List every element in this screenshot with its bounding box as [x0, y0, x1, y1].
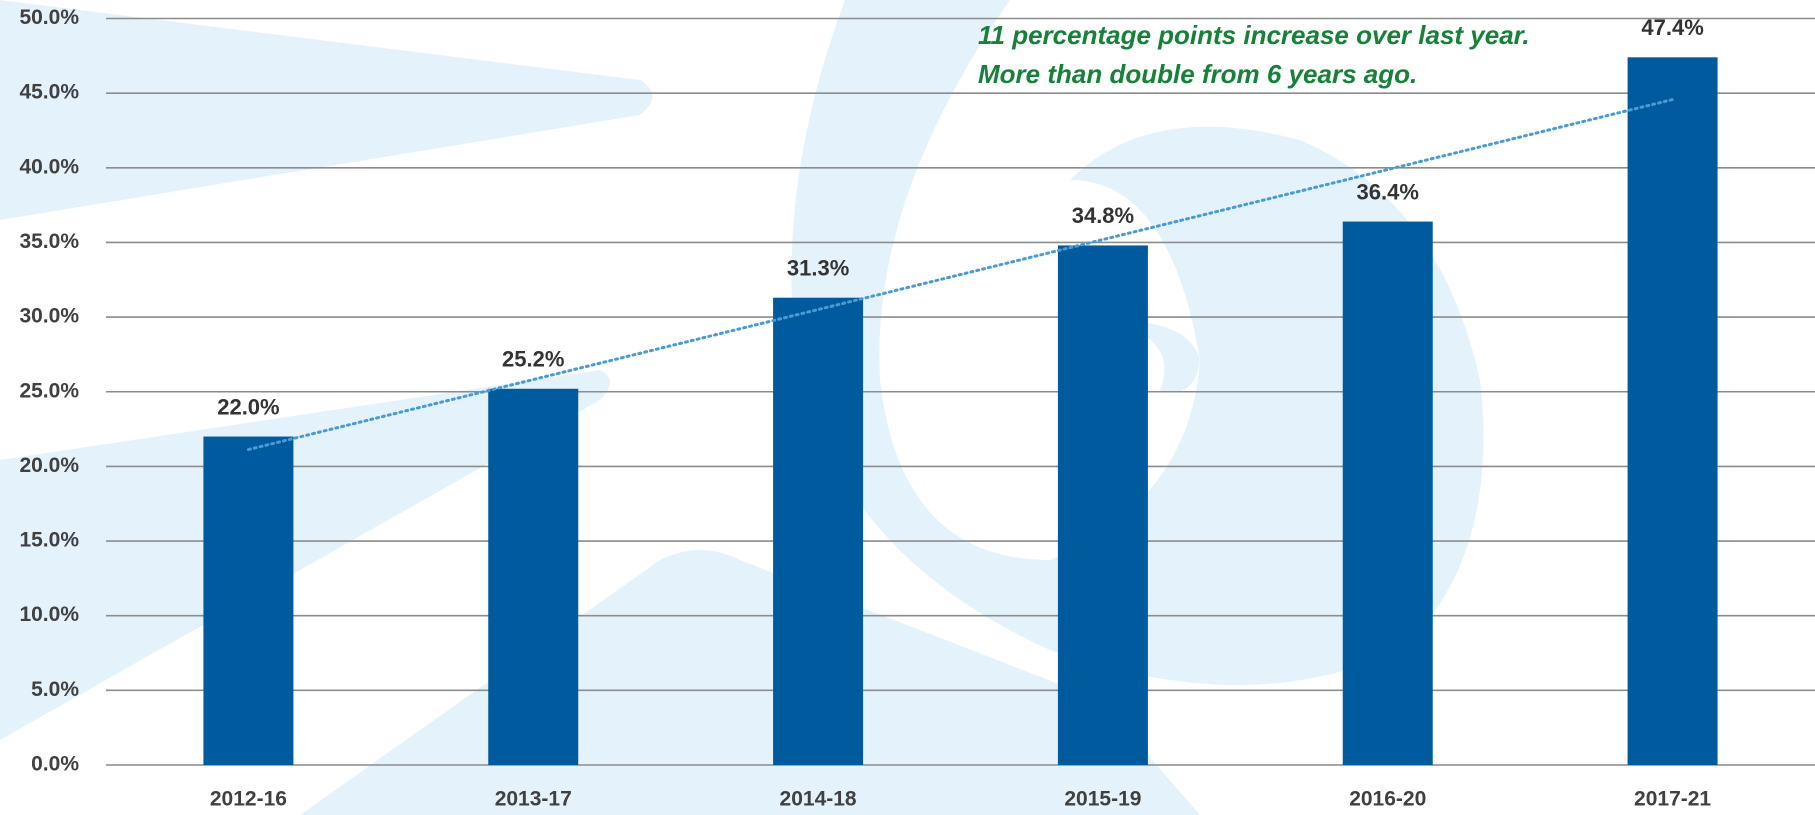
data-label: 34.8%	[1072, 203, 1134, 228]
bar	[1627, 57, 1718, 766]
data-label: 25.2%	[502, 347, 564, 372]
data-label: 36.4%	[1357, 179, 1419, 204]
bar	[1057, 245, 1148, 765]
y-tick-label: 40.0%	[19, 155, 79, 178]
x-tick-label: 2012-16	[210, 788, 287, 811]
bar	[773, 297, 864, 765]
data-label: 22.0%	[217, 394, 279, 419]
bar	[1342, 221, 1433, 766]
annotation: More than double from 6 years ago.	[978, 59, 1417, 89]
y-tick-label: 0.0%	[31, 753, 79, 776]
y-tick-label: 20.0%	[19, 454, 79, 477]
trendline	[246, 98, 1675, 452]
data-label: 47.4%	[1641, 15, 1703, 40]
bar	[203, 436, 294, 765]
bar	[488, 388, 579, 765]
x-tick-label: 2017-21	[1634, 788, 1711, 811]
y-tick-label: 10.0%	[19, 603, 79, 626]
x-tick-label: 2014-18	[780, 788, 857, 811]
y-tick-label: 30.0%	[19, 305, 79, 328]
x-tick-label: 2013-17	[495, 788, 572, 811]
y-tick-label: 50.0%	[19, 6, 79, 29]
data-label: 31.3%	[787, 256, 849, 281]
y-tick-label: 25.0%	[19, 379, 79, 402]
y-tick-label: 45.0%	[19, 81, 79, 104]
annotation: 11 percentage points increase over last …	[978, 20, 1530, 50]
x-tick-label: 2016-20	[1349, 788, 1426, 811]
background-shapes	[0, 0, 1484, 815]
x-tick-label: 2015-19	[1064, 788, 1141, 811]
y-tick-label: 35.0%	[19, 230, 79, 253]
y-tick-label: 15.0%	[19, 529, 79, 552]
y-tick-label: 5.0%	[31, 678, 79, 701]
